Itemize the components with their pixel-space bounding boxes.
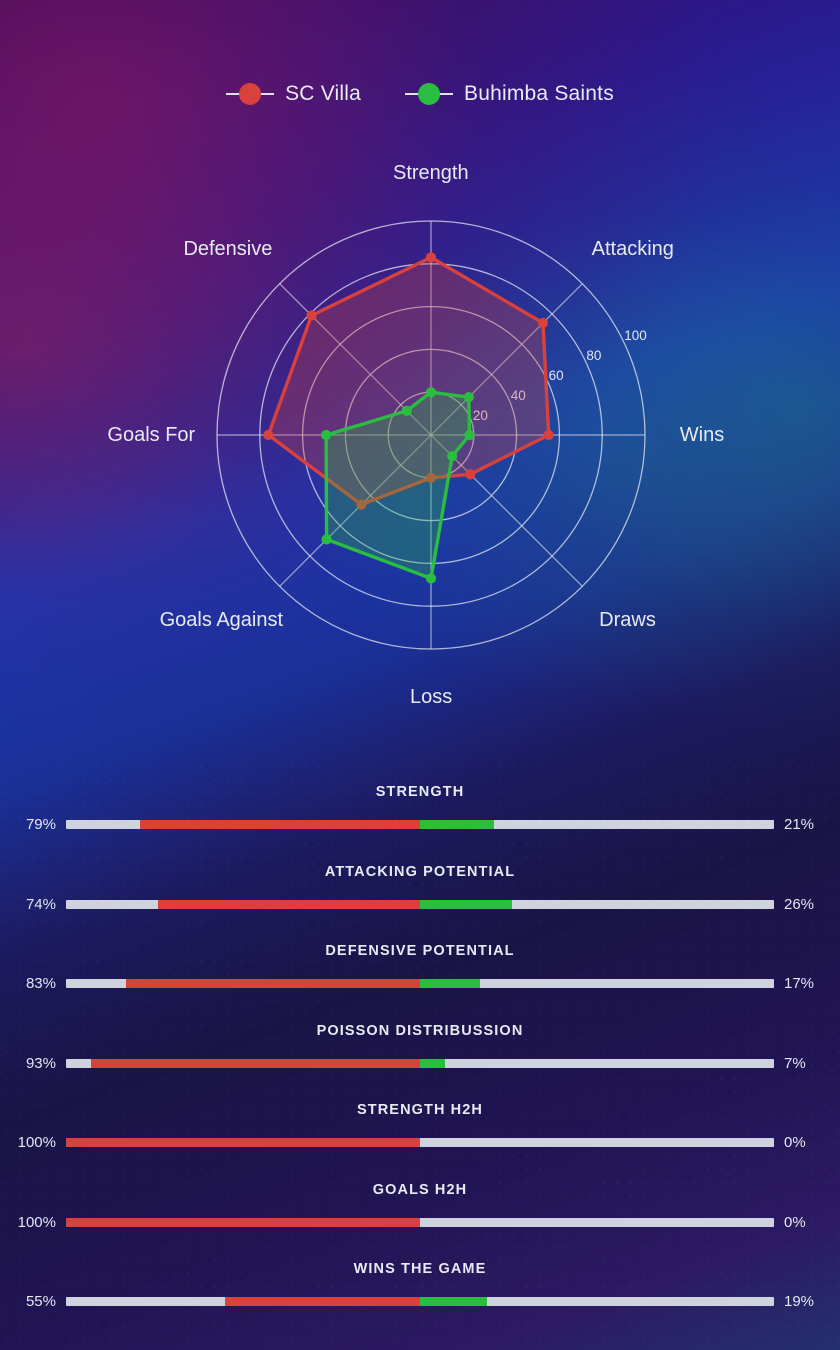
home-bar-fill (158, 899, 420, 909)
home-percent-label: 93% (25, 1054, 56, 1072)
legend-item-home[interactable]: SC Villa (226, 82, 361, 106)
svg-text:40: 40 (511, 388, 526, 403)
comparison-bar-row: STRENGTH H2H 100% 0% (0, 1088, 840, 1168)
svg-text:20: 20 (473, 408, 488, 423)
home-bar-fill (90, 1058, 420, 1068)
away-percent-label: 21% (784, 816, 815, 833)
svg-text:100: 100 (624, 328, 647, 343)
svg-text:80: 80 (586, 348, 601, 363)
comparison-bar-title: STRENGTH (375, 784, 465, 800)
comparison-bar-title: WINS THE GAME (353, 1261, 487, 1277)
comparison-bar-title: STRENGTH H2H (357, 1102, 483, 1118)
radar-axis-label-strength: Strength (393, 161, 469, 184)
radar-axis-label-goals-against: Goals Against (159, 608, 284, 631)
comparison-bar-row: DEFENSIVE POTENTIAL 83% 17% (0, 929, 840, 1009)
away-bar-fill (420, 899, 513, 909)
legend-label-away: Buhimba Saints (464, 82, 614, 105)
comparison-bar-track[interactable] (66, 899, 774, 909)
away-percent-label: 19% (784, 1293, 815, 1310)
away-percent-label: 0% (784, 1134, 806, 1151)
comparison-bars: STRENGTH 79% 21% ATTACKING POTENTIAL 74% 26% D… (0, 770, 840, 1327)
home-bar-fill (225, 1297, 420, 1306)
comparison-bar-track[interactable] (66, 1297, 774, 1306)
away-bar-fill (420, 820, 495, 829)
svg-text:60: 60 (549, 368, 564, 383)
radar-axis-label-wins: Wins (679, 423, 725, 446)
comparison-bar-row: STRENGTH 79% 21% (0, 770, 840, 850)
comparison-bar-track-row: 100% 0% (0, 1134, 840, 1151)
comparison-bar-row: WINS THE GAME 55% 19% (0, 1247, 840, 1327)
radar-axis-label-defensive: Defensive (183, 238, 273, 261)
legend-item-away[interactable]: Buhimba Saints (405, 82, 614, 106)
home-bar-fill (66, 1217, 420, 1227)
comparison-bar-track-row: 79% 21% (0, 816, 840, 833)
comparison-bar-title: DEFENSIVE POTENTIAL (325, 943, 515, 959)
comparison-bar-track-row: 55% 19% (0, 1293, 840, 1310)
home-bar-fill (126, 979, 420, 988)
comparison-bar-track[interactable] (66, 1058, 774, 1068)
away-percent-label: 0% (784, 1213, 806, 1231)
radar-axis-label-attacking: Attacking (591, 238, 674, 261)
comparison-bar-track[interactable] (66, 979, 774, 988)
radar-chart: 20 40 60 80 100 Strength Attacking Wins Draws Lo… (0, 140, 840, 740)
radar-axis-label-draws: Draws (599, 608, 656, 631)
comparison-bar-track-row: 93% 7% (0, 1055, 840, 1072)
radar-axis-label-loss: Loss (410, 685, 453, 708)
away-bar-fill (420, 1058, 445, 1068)
away-percent-label: 26% (784, 895, 815, 913)
comparison-bar-track[interactable] (66, 1138, 774, 1147)
comparison-bar-title: POISSON DISTRIBUSSION (316, 1022, 524, 1039)
comparison-bar-track-row: 100% 0% (0, 1214, 840, 1231)
home-bar-fill (140, 820, 420, 829)
comparison-bar-track-row: 74% 26% (0, 896, 840, 913)
comparison-bar-track[interactable] (66, 1217, 774, 1227)
comparison-bar-track[interactable] (66, 820, 774, 829)
home-percent-label: 100% (17, 1213, 56, 1231)
legend-label-home: SC Villa (285, 82, 362, 105)
comparison-bar-row: GOALS H2H 100% 0% (0, 1168, 840, 1248)
home-percent-label: 74% (25, 895, 56, 913)
circle-marker-icon (405, 83, 454, 105)
comparison-bar-row: ATTACKING POTENTIAL 74% 26% (0, 850, 840, 930)
radar-chart-canvas: 20 40 60 80 100 (216, 220, 647, 650)
away-percent-label: 7% (784, 1054, 806, 1072)
home-bar-fill (66, 1138, 420, 1147)
away-bar-fill (420, 1297, 488, 1306)
comparison-bar-title: ATTACKING POTENTIAL (324, 863, 516, 880)
home-percent-label: 55% (25, 1293, 56, 1310)
away-percent-label: 17% (784, 975, 815, 992)
circle-marker-icon (226, 83, 275, 105)
comparison-bar-track-row: 83% 17% (0, 975, 840, 992)
comparison-bar-row: POISSON DISTRIBUSSION 93% 7% (0, 1009, 840, 1089)
away-bar-fill (420, 979, 481, 988)
home-percent-label: 79% (25, 816, 56, 833)
home-percent-label: 83% (25, 975, 56, 992)
comparison-bar-title: GOALS H2H (372, 1181, 468, 1198)
chart-legend: SC Villa Buhimba Saints (0, 82, 840, 106)
home-percent-label: 100% (17, 1134, 56, 1151)
radar-axis-label-goals-for: Goals For (107, 423, 196, 446)
